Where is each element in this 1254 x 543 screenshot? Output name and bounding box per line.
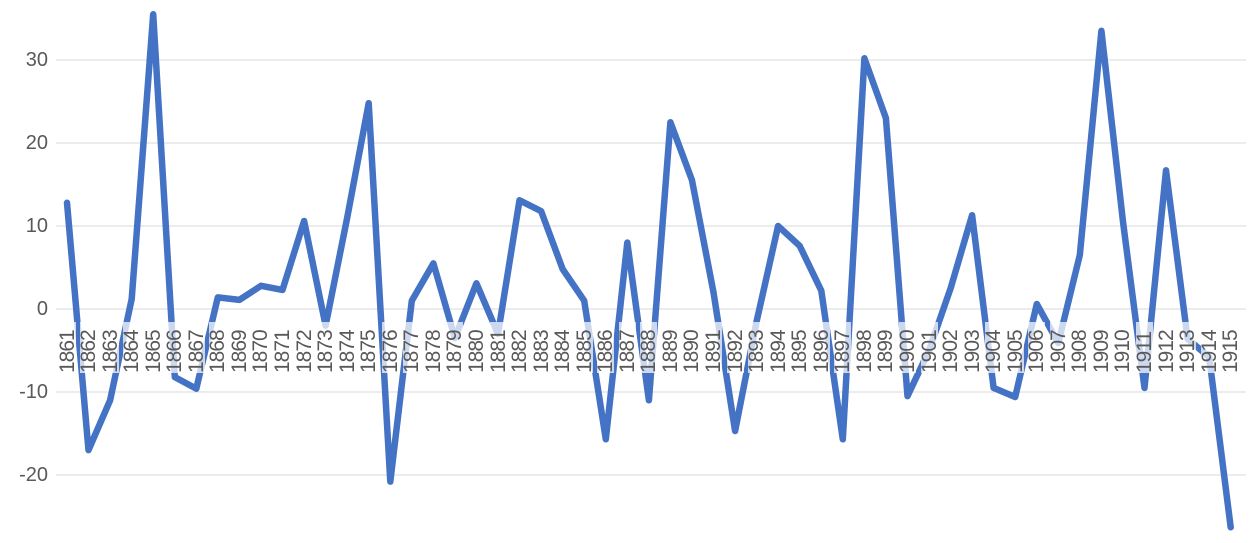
x-axis-category-label: 1868 (206, 322, 229, 373)
x-axis-category-label: 1867 (185, 322, 208, 373)
x-axis-category-label: 1877 (400, 322, 423, 373)
x-axis-category-label: 1911 (1133, 322, 1156, 373)
x-axis-category-label: 1915 (1219, 322, 1242, 373)
x-axis-category-label: 1896 (810, 322, 833, 373)
x-axis-category-label: 1894 (767, 322, 790, 373)
x-axis-category-label: 1906 (1025, 322, 1048, 373)
x-axis-category-label: 1914 (1198, 322, 1221, 373)
x-axis-category-label: 1863 (99, 322, 122, 373)
x-axis-category-label: 1913 (1176, 322, 1199, 373)
x-axis-category-label: 1885 (573, 322, 596, 373)
x-axis-category-label: 1905 (1004, 322, 1027, 373)
x-axis-category-label: 1907 (1047, 322, 1070, 373)
gridlines (56, 59, 1246, 476)
x-axis-category-label: 1872 (293, 322, 316, 373)
x-axis-category-label: 1893 (745, 322, 768, 373)
x-axis-category-label: 1870 (249, 322, 272, 373)
x-axis-category-label: 1912 (1155, 322, 1178, 373)
x-axis-category-label: 1882 (508, 322, 531, 373)
x-axis-category-label: 1865 (142, 322, 165, 373)
x-axis-category-label: 1879 (443, 322, 466, 373)
x-axis-category-label: 1871 (271, 322, 294, 373)
y-axis-tick-label: 30 (25, 49, 48, 71)
x-axis-category-label: 1861 (56, 322, 79, 373)
x-axis-category-label: 1884 (551, 322, 574, 373)
x-axis-category-label: 1862 (77, 322, 100, 373)
x-axis-category-label: 1869 (228, 322, 251, 373)
x-axis-category-label: 1866 (163, 322, 186, 373)
x-axis-category-label: 1886 (594, 322, 617, 373)
x-axis-category-label: 1910 (1111, 322, 1134, 373)
y-axis-tick-label: -20 (19, 464, 48, 486)
x-axis-category-label: 1898 (853, 322, 876, 373)
x-axis-category-label: 1909 (1090, 322, 1113, 373)
x-axis-category-label: 1881 (487, 322, 510, 373)
x-axis-category-label: 1902 (939, 322, 962, 373)
y-axis-tick-label: 20 (25, 132, 48, 154)
x-axis-category-label: 1900 (896, 322, 919, 373)
x-axis-category-label: 1875 (357, 322, 380, 373)
x-axis-category-label: 1890 (680, 322, 703, 373)
x-axis-category-label: 1864 (120, 322, 143, 373)
x-axis-category-label: 1897 (831, 322, 854, 373)
data-series-line (63, 11, 1234, 531)
x-axis-category-label: 1880 (465, 322, 488, 373)
x-axis-category-label: 1876 (379, 322, 402, 373)
x-axis-category-label: 1899 (874, 322, 897, 373)
x-axis-category-label: 1901 (918, 322, 941, 373)
x-axis-category-label: 1887 (616, 322, 639, 373)
x-axis-category-label: 1908 (1068, 322, 1091, 373)
x-axis-category-label: 1904 (982, 322, 1005, 373)
x-axis-category-label: 1874 (336, 322, 359, 373)
y-axis-tick-label: 0 (36, 298, 48, 320)
x-axis-category-label: 1883 (530, 322, 553, 373)
y-axis-tick-label: -10 (19, 381, 48, 403)
x-axis-category-label: 1878 (422, 322, 445, 373)
y-axis-tick-label: 10 (25, 215, 48, 237)
x-axis-category-label: 1895 (788, 322, 811, 373)
x-axis-category-label: 1889 (659, 322, 682, 373)
x-axis-category-label: 1873 (314, 322, 337, 373)
x-axis-category-label: 1891 (702, 322, 725, 373)
x-axis-category-label: 1903 (961, 322, 984, 373)
x-axis-category-label: 1888 (637, 322, 660, 373)
x-axis-category-label: 1892 (724, 322, 747, 373)
